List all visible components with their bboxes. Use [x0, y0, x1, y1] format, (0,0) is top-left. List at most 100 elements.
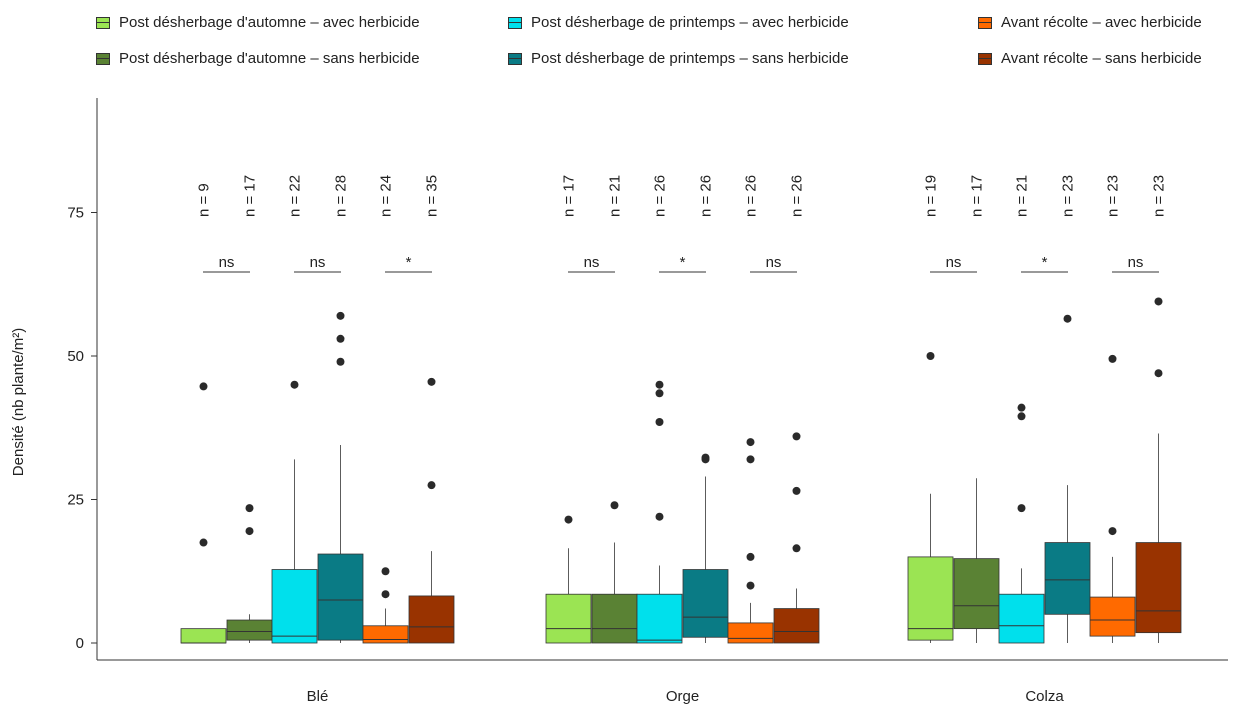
significance-label: *: [1042, 254, 1048, 271]
box: [682, 569, 729, 638]
outlier-point: [701, 453, 710, 462]
outlier-point: [199, 382, 208, 391]
box: [1135, 542, 1182, 634]
significance-label: *: [406, 254, 412, 271]
significance-label: ns: [219, 254, 235, 271]
outlier-point: [655, 418, 664, 427]
box: [408, 595, 455, 644]
group-orge: n = 17 n = 21 n = 26 n = 26 n = 26 n = 26 ns * n…: [545, 175, 820, 644]
y-tick-label: 25: [67, 492, 84, 509]
outlier-point: [792, 486, 801, 495]
outlier-point: [336, 311, 345, 320]
sample-size-label: n = 21: [1014, 175, 1031, 217]
y-axis-label: Densité (nb plante/m²): [10, 328, 27, 476]
outlier-point: [336, 357, 345, 366]
outlier-point: [610, 501, 619, 510]
sample-size-label: n = 26: [789, 175, 806, 217]
outlier-point: [1108, 354, 1117, 363]
box: [907, 556, 954, 641]
sample-size-label: n = 26: [743, 175, 760, 217]
sample-size-label: n = 9: [196, 183, 213, 217]
legend-swatch-icon: [96, 52, 110, 65]
box: [271, 569, 318, 644]
box: [998, 593, 1045, 644]
legend-label: Post désherbage d'automne – sans herbici…: [119, 50, 420, 67]
outlier-point: [1154, 297, 1163, 306]
sample-size-label: n = 24: [378, 175, 395, 217]
sample-size-label: n = 17: [561, 175, 578, 217]
sample-size-label: n = 23: [1105, 175, 1122, 217]
significance-label: ns: [946, 254, 962, 271]
sample-size-label: n = 28: [333, 175, 350, 217]
box: [953, 558, 1000, 630]
outlier-point: [564, 515, 573, 524]
outlier-point: [792, 544, 801, 553]
outlier-point: [245, 527, 254, 536]
outlier-point: [792, 432, 801, 441]
sample-size-label: n = 19: [923, 175, 940, 217]
outlier-point: [427, 481, 436, 490]
y-tick-label: 0: [76, 635, 84, 652]
legend-item-harvest-with: Avant récolte – avec herbicide: [978, 14, 1202, 31]
sample-size-label: n = 26: [698, 175, 715, 217]
outlier-point: [1017, 412, 1026, 421]
legend-swatch-icon: [508, 16, 522, 29]
outlier-point: [336, 334, 345, 343]
outlier-point: [746, 552, 755, 561]
outlier-point: [1017, 403, 1026, 412]
outlier-point: [746, 455, 755, 464]
legend-label: Post désherbage de printemps – sans herb…: [531, 50, 849, 67]
box: [636, 593, 683, 644]
outlier-point: [655, 380, 664, 389]
group-colza: n = 19 n = 17 n = 21 n = 23 n = 23 n = 23 ns * n…: [907, 175, 1182, 644]
legend-swatch-icon: [508, 52, 522, 65]
legend-item-spring-with: Post désherbage de printemps – avec herb…: [508, 14, 849, 31]
outlier-point: [381, 567, 390, 576]
boxes: n = 9 n = 17 n = 22 n = 28 n = 24 n = 35 ns ns *…: [180, 175, 1182, 644]
box: [727, 622, 774, 644]
outlier-point: [655, 389, 664, 398]
outlier-point: [1108, 527, 1117, 536]
outlier-point: [746, 581, 755, 590]
group-blé: n = 9 n = 17 n = 22 n = 28 n = 24 n = 35 ns ns *: [180, 175, 455, 644]
outlier-point: [655, 512, 664, 521]
significance-label: ns: [766, 254, 782, 271]
sample-size-label: n = 21: [607, 175, 624, 217]
legend-item-harvest-without: Avant récolte – sans herbicide: [978, 50, 1202, 67]
sample-size-label: n = 17: [969, 175, 986, 217]
significance-label: ns: [1128, 254, 1144, 271]
sample-size-label: n = 23: [1151, 175, 1168, 217]
legend-label: Avant récolte – sans herbicide: [1001, 50, 1202, 67]
x-category-label: Blé: [307, 688, 329, 705]
significance-label: ns: [310, 254, 326, 271]
legend-swatch-icon: [96, 16, 110, 29]
legend-label: Post désherbage d'automne – avec herbici…: [119, 14, 420, 31]
outlier-point: [199, 538, 208, 547]
outlier-point: [427, 377, 436, 386]
box: [545, 593, 592, 644]
box: [180, 628, 227, 644]
outlier-point: [245, 504, 254, 513]
legend-label: Avant récolte – avec herbicide: [1001, 14, 1202, 31]
legend-swatch-icon: [978, 52, 992, 65]
sample-size-label: n = 23: [1060, 175, 1077, 217]
outlier-point: [381, 590, 390, 599]
y-tick-label: 50: [67, 348, 84, 365]
x-category-label: Orge: [666, 688, 699, 705]
outlier-point: [1154, 369, 1163, 378]
y-ticks: 0 25 50 75: [67, 205, 97, 652]
box: [773, 608, 820, 644]
box: [1044, 542, 1091, 615]
legend-label: Post désherbage de printemps – avec herb…: [531, 14, 849, 31]
outlier-point: [746, 438, 755, 447]
sample-size-label: n = 17: [242, 175, 259, 217]
sample-size-label: n = 26: [652, 175, 669, 217]
outlier-point: [290, 380, 299, 389]
box: [317, 553, 364, 641]
sample-size-label: n = 22: [287, 175, 304, 217]
legend-swatch-icon: [978, 16, 992, 29]
sample-size-label: n = 35: [424, 175, 441, 217]
significance-label: ns: [584, 254, 600, 271]
outlier-point: [1017, 504, 1026, 513]
